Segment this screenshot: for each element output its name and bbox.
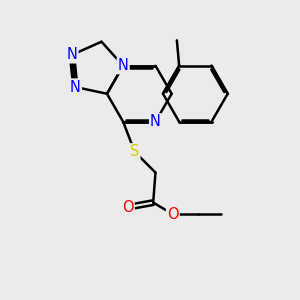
Text: S: S <box>130 144 140 159</box>
Text: N: N <box>150 114 161 129</box>
Text: O: O <box>167 207 178 222</box>
Text: O: O <box>122 200 134 215</box>
Text: N: N <box>67 47 77 62</box>
Text: N: N <box>118 58 129 73</box>
Text: N: N <box>70 80 81 94</box>
